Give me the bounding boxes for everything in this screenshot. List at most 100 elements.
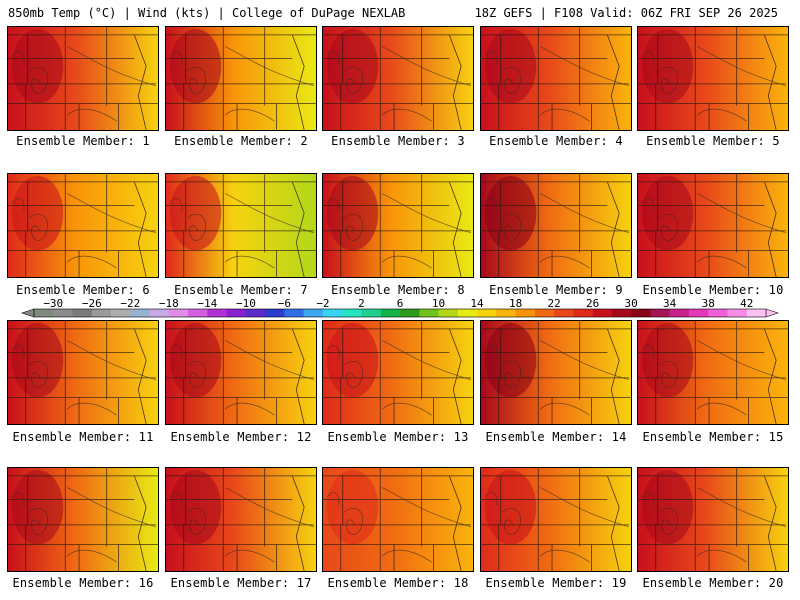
ensemble-member-label: Ensemble Member: 7 <box>174 283 308 297</box>
run-valid-time: 18Z GEFS | F108 Valid: 06Z FRI SEP 26 20… <box>474 6 778 20</box>
colorbar-swatch <box>650 309 670 317</box>
colorbar-tick-label: 14 <box>470 297 484 310</box>
warm-core <box>484 469 537 545</box>
temperature-map <box>481 174 631 277</box>
colorbar-swatch <box>419 309 439 317</box>
temperature-map <box>323 468 473 571</box>
state-borders <box>166 174 316 277</box>
ensemble-map-panel <box>322 320 474 425</box>
temperature-map <box>638 27 788 130</box>
warm-core <box>169 28 222 104</box>
colorbar-swatch <box>708 309 728 317</box>
colorbar-swatch <box>631 309 651 317</box>
ensemble-member-label: Ensemble Member: 15 <box>642 430 784 444</box>
ensemble-map-panel <box>637 467 789 572</box>
height-contours <box>11 46 157 122</box>
colorbar-tick-label: −10 <box>236 297 256 310</box>
colorbar-swatch <box>72 309 93 317</box>
temperature-map <box>8 174 158 277</box>
height-contours <box>484 487 630 563</box>
temperature-colorbar: −30 −26 −22 −18 −14 −10 −6 −2 2 6 10 14 18 22 26 30 34 38… <box>21 297 779 318</box>
warm-core <box>11 322 64 398</box>
ensemble-map-panel <box>480 320 632 425</box>
state-borders <box>166 321 316 424</box>
warm-core <box>326 469 379 545</box>
temperature-map <box>481 468 631 571</box>
ensemble-map-panel <box>480 173 632 278</box>
colorbar-tick-label: −6 <box>278 297 291 310</box>
ensemble-map-panel <box>480 467 632 572</box>
colorbar-swatch <box>111 309 131 317</box>
ensemble-member-label: Ensemble Member: 6 <box>16 283 150 297</box>
colorbar-tick-label: 42 <box>740 297 753 310</box>
ensemble-member-label: Ensemble Member: 14 <box>485 430 627 444</box>
warm-core <box>641 175 694 251</box>
colorbar-tick-label: 22 <box>547 297 560 310</box>
warm-core <box>641 28 694 104</box>
ensemble-map-panel <box>637 320 789 425</box>
state-borders <box>481 174 631 277</box>
warm-core <box>641 322 694 398</box>
height-contours <box>169 487 315 563</box>
colorbar-swatch <box>342 309 362 317</box>
colorbar-swatch <box>554 309 574 317</box>
warm-core <box>169 469 222 545</box>
ensemble-member-label: Ensemble Member: 4 <box>489 134 623 148</box>
colorbar-tick-label: 10 <box>432 297 445 310</box>
ensemble-member-label: Ensemble Member: 12 <box>170 430 312 444</box>
height-contours <box>11 193 157 269</box>
colorbar-tick-label: −14 <box>197 297 217 310</box>
colorbar-tick-label: 34 <box>663 297 677 310</box>
ensemble-member-label: Ensemble Member: 5 <box>646 134 780 148</box>
colorbar-tick-label: −18 <box>159 297 179 310</box>
colorbar-swatch <box>688 309 709 317</box>
height-contours <box>169 46 315 122</box>
state-borders <box>166 468 316 571</box>
ensemble-member-label: Ensemble Member: 13 <box>327 430 469 444</box>
ensemble-map-panel <box>637 173 789 278</box>
state-borders <box>166 27 316 130</box>
ensemble-member-label: Ensemble Member: 2 <box>174 134 308 148</box>
colorbar-swatch <box>53 309 73 317</box>
ensemble-member-label: Ensemble Member: 16 <box>12 576 154 590</box>
warm-core <box>169 175 222 251</box>
state-borders <box>638 321 788 424</box>
temperature-map <box>323 27 473 130</box>
state-borders <box>8 468 158 571</box>
temperature-map <box>323 174 473 277</box>
height-contours <box>484 340 630 416</box>
warm-core <box>169 322 222 398</box>
ensemble-member-label: Ensemble Member: 17 <box>170 576 312 590</box>
colorbar-tick-label: 26 <box>586 297 599 310</box>
temperature-map <box>166 27 316 130</box>
temperature-map <box>323 321 473 424</box>
colorbar-swatch <box>534 309 555 317</box>
height-contours <box>326 193 472 269</box>
colorbar-swatch <box>91 309 112 317</box>
colorbar-swatch <box>303 309 324 317</box>
state-borders <box>638 27 788 130</box>
colorbar-min-arrow <box>21 308 35 318</box>
state-borders <box>481 321 631 424</box>
height-contours <box>641 46 787 122</box>
temperature-map <box>8 27 158 130</box>
state-borders <box>481 468 631 571</box>
temperature-map <box>166 321 316 424</box>
colorbar-tick-label: 2 <box>358 297 365 310</box>
colorbar-swatch <box>130 309 150 317</box>
warm-core <box>484 28 537 104</box>
colorbar-tick-label: −26 <box>82 297 102 310</box>
temperature-map <box>638 468 788 571</box>
ensemble-member-label: Ensemble Member: 8 <box>331 283 465 297</box>
ensemble-map-panel <box>165 467 317 572</box>
state-borders <box>638 468 788 571</box>
colorbar-swatch <box>34 309 54 317</box>
ensemble-member-label: Ensemble Member: 11 <box>12 430 154 444</box>
state-borders <box>323 174 473 277</box>
ensemble-member-label: Ensemble Member: 3 <box>331 134 465 148</box>
height-contours <box>484 193 630 269</box>
ensemble-map-panel <box>322 467 474 572</box>
temperature-map <box>166 468 316 571</box>
warm-core <box>326 322 379 398</box>
height-contours <box>326 46 472 122</box>
